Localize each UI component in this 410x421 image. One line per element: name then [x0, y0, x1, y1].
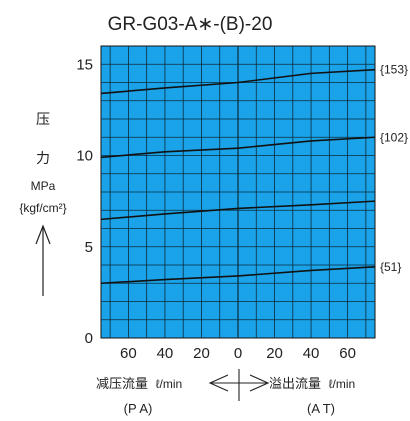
left-flow-label: 减压流量 ℓ/min — [96, 376, 182, 391]
x-tick-label: 60 — [339, 345, 356, 362]
x-tick-label: 40 — [157, 345, 174, 362]
series-line-3 — [100, 200, 376, 221]
ylabel-unit-alt: {kgf/cm²} — [19, 201, 66, 215]
series-labels: {153} {102} {51} — [380, 63, 408, 274]
right-port-label: (A T) — [307, 401, 335, 416]
x-axis-ticks: 60 40 20 0 20 40 60 — [120, 345, 356, 362]
y-axis-ticks: 0 5 10 15 — [76, 56, 93, 347]
left-port-label: (P A) — [124, 401, 153, 416]
ylabel-char-1: 压 — [36, 111, 50, 127]
x-tick-label: 40 — [303, 345, 320, 362]
x-tick-label: 20 — [193, 345, 210, 362]
series-lines — [100, 68, 376, 285]
up-arrow-icon — [35, 224, 51, 296]
series-label-2: {102} — [380, 130, 408, 144]
series-line-4 — [100, 266, 376, 285]
grid-lines — [101, 46, 375, 338]
x-tick-label: 0 — [234, 345, 242, 362]
right-flow-label: 溢出流量 ℓ/min — [269, 376, 355, 391]
ylabel-char-2: 力 — [36, 150, 50, 166]
x-tick-label: 60 — [120, 345, 137, 362]
series-line-2 — [100, 136, 376, 159]
series-line-1 — [100, 68, 376, 95]
x-tick-label: 20 — [266, 345, 283, 362]
y-tick-label: 5 — [85, 239, 93, 256]
ylabel-unit: MPa — [31, 179, 56, 193]
y-tick-label: 15 — [76, 56, 93, 73]
series-label-4: {51} — [380, 260, 401, 274]
y-tick-label: 10 — [76, 148, 93, 165]
chart-title: GR-G03-A∗-(B)-20 — [108, 14, 273, 35]
y-tick-label: 0 — [85, 330, 93, 347]
series-label-1: {153} — [380, 63, 408, 77]
left-right-arrow-icon — [208, 369, 270, 401]
